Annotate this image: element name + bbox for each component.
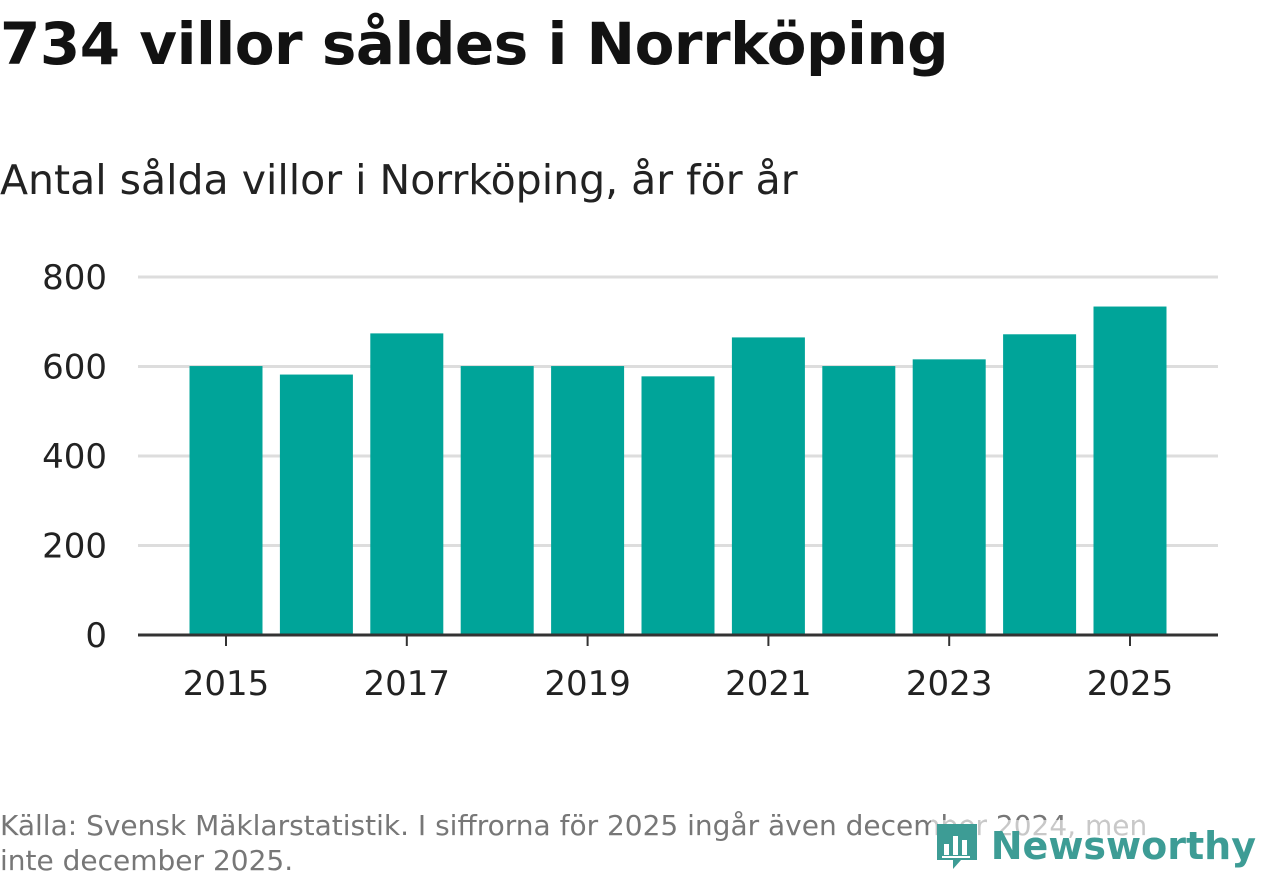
newsworthy-logo-text: Newsworthy bbox=[990, 824, 1256, 868]
newsworthy-logo: Newsworthy bbox=[930, 820, 1256, 872]
bar-2021 bbox=[731, 337, 805, 635]
bar-2017 bbox=[370, 333, 444, 635]
y-tick-label: 0 bbox=[85, 616, 107, 656]
x-tick-label: 2019 bbox=[544, 664, 631, 704]
x-axis-ticks: 2015 2017 2019 2021 2023 2025 bbox=[183, 635, 1174, 704]
x-tick-label: 2021 bbox=[725, 664, 812, 704]
x-tick-label: 2015 bbox=[183, 664, 270, 704]
y-tick-label: 800 bbox=[42, 258, 107, 298]
bar-2020 bbox=[641, 376, 715, 635]
bar-2015 bbox=[189, 366, 263, 635]
newsworthy-logo-icon bbox=[936, 824, 977, 869]
chart-subtitle: Antal sålda villor i Norrköping, år för … bbox=[0, 156, 798, 204]
bar-2025 bbox=[1093, 306, 1167, 635]
bar-2016 bbox=[279, 374, 353, 635]
y-tick-label: 400 bbox=[42, 437, 107, 477]
bar-2018 bbox=[460, 366, 534, 635]
y-tick-label: 200 bbox=[42, 527, 107, 567]
x-tick-label: 2023 bbox=[906, 664, 993, 704]
bars bbox=[189, 306, 1167, 635]
x-tick-label: 2025 bbox=[1087, 664, 1174, 704]
bar-2024 bbox=[1003, 334, 1077, 635]
bar-2023 bbox=[912, 359, 986, 635]
y-axis-ticks: 0 200 400 600 800 bbox=[42, 258, 107, 656]
y-tick-label: 600 bbox=[42, 348, 107, 388]
x-tick-label: 2017 bbox=[364, 664, 451, 704]
bar-2019 bbox=[551, 366, 625, 635]
bar-2022 bbox=[822, 366, 896, 635]
chart-title: 734 villor såldes i Norrköping bbox=[0, 10, 949, 78]
